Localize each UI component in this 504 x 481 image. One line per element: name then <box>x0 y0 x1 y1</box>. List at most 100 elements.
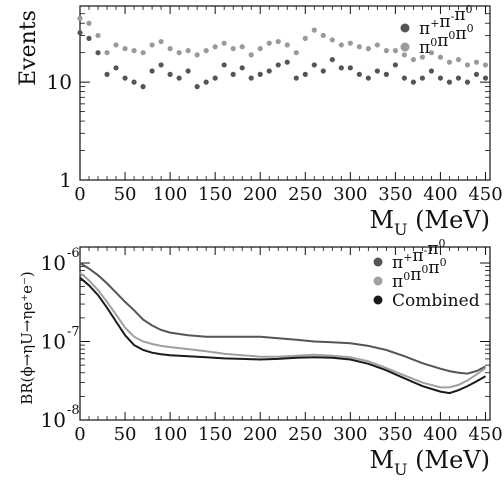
data-point <box>455 75 462 81</box>
series-π+π-π0 <box>79 262 486 375</box>
x-tick-label: 150 <box>198 184 232 205</box>
data-point <box>383 71 389 77</box>
legend-marker <box>373 257 383 267</box>
data-point <box>131 48 137 54</box>
data-point <box>266 68 272 74</box>
data-point <box>266 40 272 46</box>
data-point <box>185 68 191 74</box>
plot-frame <box>79 246 491 421</box>
legend-label: π0π0π0 <box>392 256 447 292</box>
y-axis-label: BR(ϕ→ηU→ηe⁺e⁻) <box>18 271 36 405</box>
y-tick-exponent: -6 <box>67 246 80 261</box>
data-point <box>113 42 119 48</box>
data-point <box>329 37 335 43</box>
data-point <box>239 44 245 50</box>
data-point <box>419 75 426 81</box>
y-axis-label: Events <box>16 10 41 86</box>
data-point <box>320 68 326 74</box>
data-point <box>284 59 290 65</box>
data-point <box>293 50 299 56</box>
data-point <box>275 38 281 45</box>
data-point <box>77 15 83 21</box>
data-point <box>95 32 101 39</box>
x-tick-label: 400 <box>423 424 457 445</box>
data-point <box>455 56 462 63</box>
data-point <box>401 52 407 58</box>
data-point <box>446 59 453 65</box>
data-point <box>419 54 426 60</box>
data-point <box>473 59 480 65</box>
data-point <box>284 42 290 48</box>
data-point <box>140 84 146 90</box>
data-point <box>401 75 407 81</box>
y-tick-exponent: -7 <box>67 325 80 340</box>
data-point <box>86 20 92 26</box>
legend-label: π+π-π0 <box>392 237 446 273</box>
data-point <box>356 71 362 77</box>
legend-label: Combined <box>392 291 480 311</box>
data-point <box>95 50 101 56</box>
data-point <box>167 71 173 77</box>
data-point <box>149 42 155 48</box>
plot-frame <box>79 5 491 181</box>
top-panel-events: 050100150200250300350400450110102MU (MeV… <box>16 3 503 239</box>
data-point <box>365 75 371 81</box>
data-point <box>203 48 209 54</box>
x-tick-label: 200 <box>243 184 277 205</box>
y-tick-exponent: -8 <box>67 403 80 418</box>
data-point <box>176 75 182 81</box>
legend-marker <box>400 23 410 33</box>
y-tick-label: 10 <box>47 70 72 94</box>
data-point <box>410 79 417 85</box>
x-tick-label: 450 <box>468 424 502 445</box>
series-Combined <box>79 276 486 395</box>
data-point <box>122 46 128 52</box>
data-point <box>302 71 308 77</box>
x-tick-label: 200 <box>243 424 277 445</box>
x-tick-label: 0 <box>74 184 85 205</box>
data-point <box>158 62 164 68</box>
data-point <box>365 46 371 52</box>
data-point <box>140 50 146 56</box>
data-point <box>410 56 417 63</box>
data-point <box>374 68 380 74</box>
x-axis-label: MU (MeV) <box>369 446 490 479</box>
data-point <box>248 52 254 58</box>
data-point <box>167 46 173 52</box>
data-point <box>338 42 344 48</box>
data-point <box>338 65 344 71</box>
data-point <box>320 32 326 39</box>
x-tick-label: 50 <box>114 424 137 445</box>
x-tick-label: 400 <box>423 184 457 205</box>
data-point <box>230 71 236 77</box>
x-tick-label: 100 <box>153 424 187 445</box>
data-point <box>203 79 209 85</box>
data-point <box>428 68 435 74</box>
y-tick-label: 10 <box>41 330 66 354</box>
data-point <box>437 54 444 60</box>
data-point <box>104 50 110 56</box>
legend-marker <box>373 276 383 286</box>
data-point <box>446 79 453 85</box>
data-point <box>212 44 218 50</box>
x-tick-label: 250 <box>288 184 322 205</box>
legend-marker <box>373 295 383 305</box>
x-axis-label: MU (MeV) <box>369 206 490 239</box>
data-point <box>473 71 480 77</box>
data-point <box>185 48 191 54</box>
data-point <box>392 48 398 54</box>
data-point <box>464 79 471 85</box>
data-point <box>275 62 281 68</box>
data-point <box>77 30 83 36</box>
data-point <box>239 65 245 71</box>
series-line <box>79 272 487 389</box>
data-point <box>464 62 471 68</box>
data-point <box>176 50 182 56</box>
series-π0π0π0 <box>77 15 489 68</box>
x-tick-label: 300 <box>333 184 367 205</box>
x-tick-label: 350 <box>378 184 412 205</box>
data-point <box>293 75 299 81</box>
